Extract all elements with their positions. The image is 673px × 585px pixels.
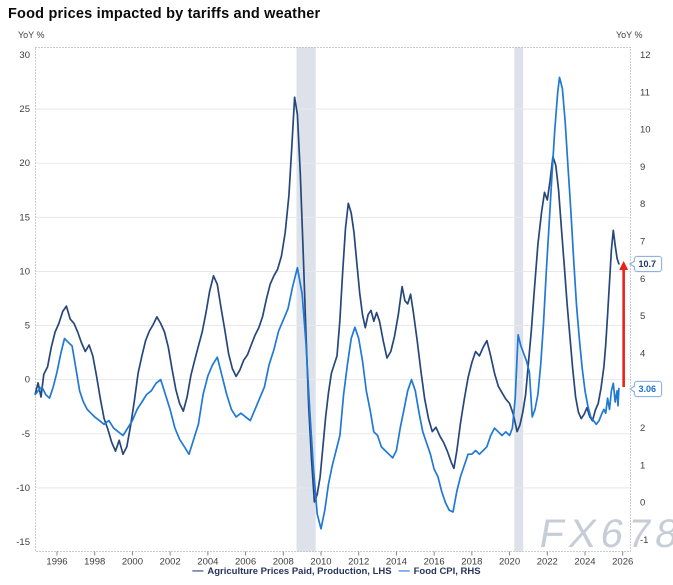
callout-food-cpi-last-value: 3.06 <box>628 380 663 397</box>
red-arrow-annotation <box>619 261 629 388</box>
svg-text:20: 20 <box>19 158 30 169</box>
svg-text:-5: -5 <box>22 429 30 440</box>
svg-text:2014: 2014 <box>386 557 407 568</box>
svg-text:2016: 2016 <box>424 557 445 568</box>
svg-text:5: 5 <box>640 311 645 322</box>
legend-dash-icon: — <box>192 565 204 577</box>
svg-text:30: 30 <box>19 50 30 61</box>
svg-text:10: 10 <box>19 266 30 277</box>
right-axis-unit-label: YoY % <box>616 30 643 40</box>
gridlines <box>35 108 631 489</box>
svg-text:2006: 2006 <box>235 557 256 568</box>
svg-text:2018: 2018 <box>461 557 482 568</box>
svg-text:6: 6 <box>640 274 645 285</box>
svg-text:-15: -15 <box>16 537 30 548</box>
page-title: Food prices impacted by tariffs and weat… <box>8 6 321 22</box>
svg-text:1996: 1996 <box>46 557 67 568</box>
svg-text:11: 11 <box>640 87 650 98</box>
svg-text:2004: 2004 <box>197 557 218 568</box>
right-axis-labels: 1211109876543210-1 <box>640 50 651 546</box>
series-agriculture-line <box>34 96 620 503</box>
legend-item-label: Agriculture Prices Paid, Production, LHS <box>207 566 392 577</box>
svg-text:0: 0 <box>25 375 30 386</box>
svg-text:2002: 2002 <box>160 557 181 568</box>
svg-text:2022: 2022 <box>537 557 558 568</box>
svg-text:4: 4 <box>640 348 645 359</box>
svg-text:2012: 2012 <box>348 557 369 568</box>
svg-text:2026: 2026 <box>612 557 633 568</box>
svg-text:-10: -10 <box>16 483 30 494</box>
svg-text:5: 5 <box>25 321 30 332</box>
svg-text:2024: 2024 <box>574 557 595 568</box>
legend-dash-icon: — <box>398 565 410 577</box>
callout-agriculture-last-value: 10.7 <box>628 255 663 272</box>
svg-text:2000: 2000 <box>122 557 143 568</box>
svg-text:8: 8 <box>640 199 645 210</box>
legend-item-label: Food CPI, RHS <box>413 566 481 577</box>
chart-legend: — Agriculture Prices Paid, Production, LH… <box>0 565 673 578</box>
svg-text:10: 10 <box>640 125 651 136</box>
left-axis-unit-label: YoY % <box>18 30 45 40</box>
svg-text:1998: 1998 <box>84 557 105 568</box>
svg-text:2008: 2008 <box>273 557 294 568</box>
series-food-cpi-line <box>34 76 620 530</box>
legend-item-food-cpi: — Food CPI, RHS <box>398 565 481 578</box>
svg-text:2: 2 <box>640 423 645 434</box>
legend-item-agriculture: — Agriculture Prices Paid, Production, LH… <box>192 565 392 578</box>
x-axis-labels: 1996 1998 2000 2002 2004 2006 2008 2010 2012 2014… <box>46 551 633 568</box>
svg-text:25: 25 <box>19 104 30 115</box>
left-axis-labels: 30 25 20 15 10 5 0 -5 -10 -15 <box>16 50 30 548</box>
svg-text:0: 0 <box>640 498 645 509</box>
svg-text:7: 7 <box>640 237 645 248</box>
svg-text:12: 12 <box>640 50 651 61</box>
svg-text:1: 1 <box>640 460 645 471</box>
svg-text:-1: -1 <box>640 535 648 546</box>
plot-border <box>35 47 631 552</box>
svg-text:9: 9 <box>640 162 645 173</box>
svg-text:2020: 2020 <box>499 557 520 568</box>
svg-text:2010: 2010 <box>310 557 331 568</box>
svg-text:15: 15 <box>19 212 30 223</box>
